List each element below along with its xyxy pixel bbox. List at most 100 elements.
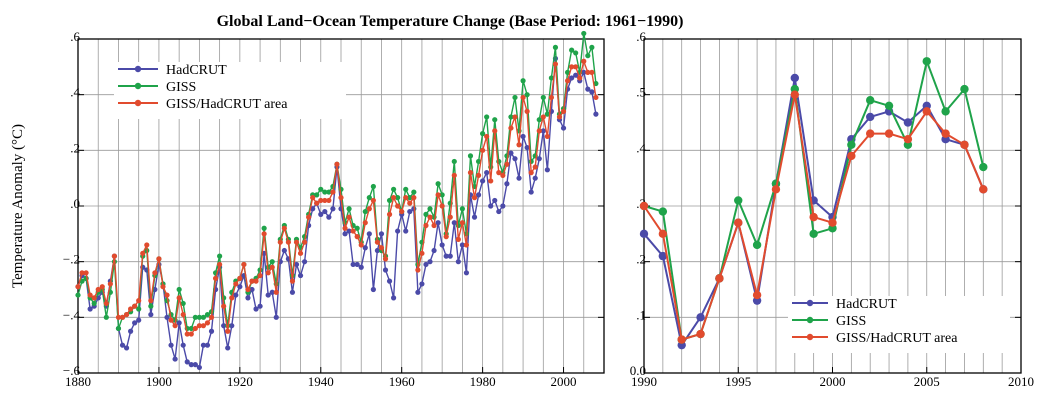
hadcrut-point: [866, 112, 875, 122]
giss-hadcrut-area-point: [407, 200, 413, 206]
giss-hadcrut-area-point: [144, 242, 150, 248]
giss-point: [386, 197, 393, 204]
hadcrut-point: [560, 125, 567, 131]
hadcrut-point: [293, 261, 300, 268]
giss-hadcrut-area-point: [192, 325, 198, 332]
giss-hadcrut-area-point: [451, 172, 457, 178]
giss-hadcrut-area-point: [884, 129, 894, 138]
giss-point: [318, 186, 324, 192]
giss-point: [427, 206, 433, 212]
hadcrut-point: [403, 228, 409, 234]
giss-hadcrut-area-point: [423, 222, 429, 229]
giss-point: [979, 162, 988, 172]
giss-point: [326, 189, 332, 195]
giss-point: [922, 57, 931, 66]
giss-point: [569, 47, 575, 53]
left-series-hadcrut: [75, 55, 599, 371]
giss-hadcrut-area-point: [532, 164, 538, 170]
x-tick-label: 2000: [551, 374, 577, 389]
giss-point: [589, 44, 595, 50]
giss-hadcrut-area-point: [103, 300, 109, 307]
giss-hadcrut-area-point: [322, 197, 328, 204]
hadcrut-point: [492, 197, 498, 204]
legend-label: GISS: [166, 80, 196, 95]
giss-hadcrut-area-point: [293, 239, 300, 245]
legend-swatch-marker: [806, 299, 814, 307]
giss-point: [524, 92, 530, 98]
giss-hadcrut-area-point: [253, 278, 259, 284]
hadcrut-point: [184, 359, 190, 365]
giss-hadcrut-area-point: [508, 125, 514, 131]
x-tick-label: 1995: [725, 374, 751, 389]
giss-hadcrut-area-point: [419, 250, 425, 256]
hadcrut-point: [180, 342, 186, 348]
giss-hadcrut-area-point: [301, 239, 308, 245]
giss-hadcrut-area-point: [847, 151, 856, 161]
hadcrut-point: [208, 328, 215, 334]
giss-hadcrut-area-point: [556, 114, 563, 120]
hadcrut-point: [512, 156, 518, 162]
giss-hadcrut-area-point: [516, 142, 522, 148]
giss-hadcrut-area-point: [362, 220, 368, 226]
hadcrut-point: [415, 289, 421, 295]
giss-hadcrut-area-point: [828, 218, 837, 227]
giss-hadcrut-area-point: [119, 314, 126, 320]
giss-point: [451, 158, 457, 165]
y-tick-label: .0: [70, 196, 80, 211]
giss-point: [658, 207, 668, 216]
giss-point: [809, 229, 818, 239]
giss-hadcrut-area-point: [346, 214, 352, 220]
giss-hadcrut-area-point: [374, 239, 381, 245]
giss-point: [752, 240, 762, 250]
hadcrut-point: [459, 242, 465, 248]
giss-hadcrut-area-point: [128, 306, 134, 312]
giss-hadcrut-area-point: [903, 135, 913, 144]
giss-hadcrut-area-point: [463, 242, 470, 248]
legend-label: GISS/HadCRUT area: [166, 97, 288, 112]
giss-point: [188, 325, 194, 332]
y-tick-label: .4: [636, 140, 646, 155]
giss-point: [79, 278, 85, 284]
giss-point: [941, 107, 950, 116]
hadcrut-point: [516, 175, 522, 181]
giss-hadcrut-area-point: [366, 206, 372, 212]
hadcrut-point: [289, 289, 296, 295]
giss-hadcrut-area-point: [504, 161, 510, 167]
giss-point: [322, 189, 328, 195]
hadcrut-point: [297, 272, 304, 279]
legend-label: HadCRUT: [166, 63, 227, 78]
giss-hadcrut-area-point: [548, 94, 555, 101]
giss-point: [395, 195, 401, 201]
giss-point: [536, 117, 542, 123]
hadcrut-point: [443, 253, 449, 259]
giss-hadcrut-area-point: [261, 231, 267, 237]
giss-hadcrut-area-point: [528, 170, 534, 176]
hadcrut-point: [253, 306, 259, 312]
giss-hadcrut-area-point: [435, 192, 441, 198]
hadcrut-point: [172, 356, 178, 362]
giss-hadcrut-area-point: [95, 286, 101, 293]
giss-point: [204, 311, 211, 318]
giss-hadcrut-area-point: [378, 245, 385, 251]
hadcrut-point: [301, 259, 308, 265]
y-tick-label: .6: [70, 29, 80, 44]
giss-hadcrut-area-point: [475, 172, 482, 178]
giss-hadcrut-area-point: [297, 250, 304, 256]
giss-hadcrut-area-point: [696, 329, 705, 339]
legend-background: [114, 62, 346, 119]
giss-hadcrut-area-point: [172, 323, 178, 329]
giss-hadcrut-area-point: [289, 278, 296, 284]
giss-point: [180, 300, 186, 307]
giss-hadcrut-area-point: [99, 284, 105, 290]
giss-hadcrut-area-point: [196, 323, 202, 329]
giss-point: [103, 314, 109, 320]
giss-hadcrut-area-point: [403, 195, 409, 201]
hadcrut-point: [423, 261, 429, 268]
giss-hadcrut-area-point: [229, 295, 235, 301]
hadcrut-point: [463, 270, 470, 276]
giss-point: [439, 192, 445, 198]
giss-point: [573, 50, 579, 56]
giss-point: [148, 303, 154, 309]
hadcrut-point: [350, 261, 356, 268]
hadcrut-point: [132, 320, 138, 326]
